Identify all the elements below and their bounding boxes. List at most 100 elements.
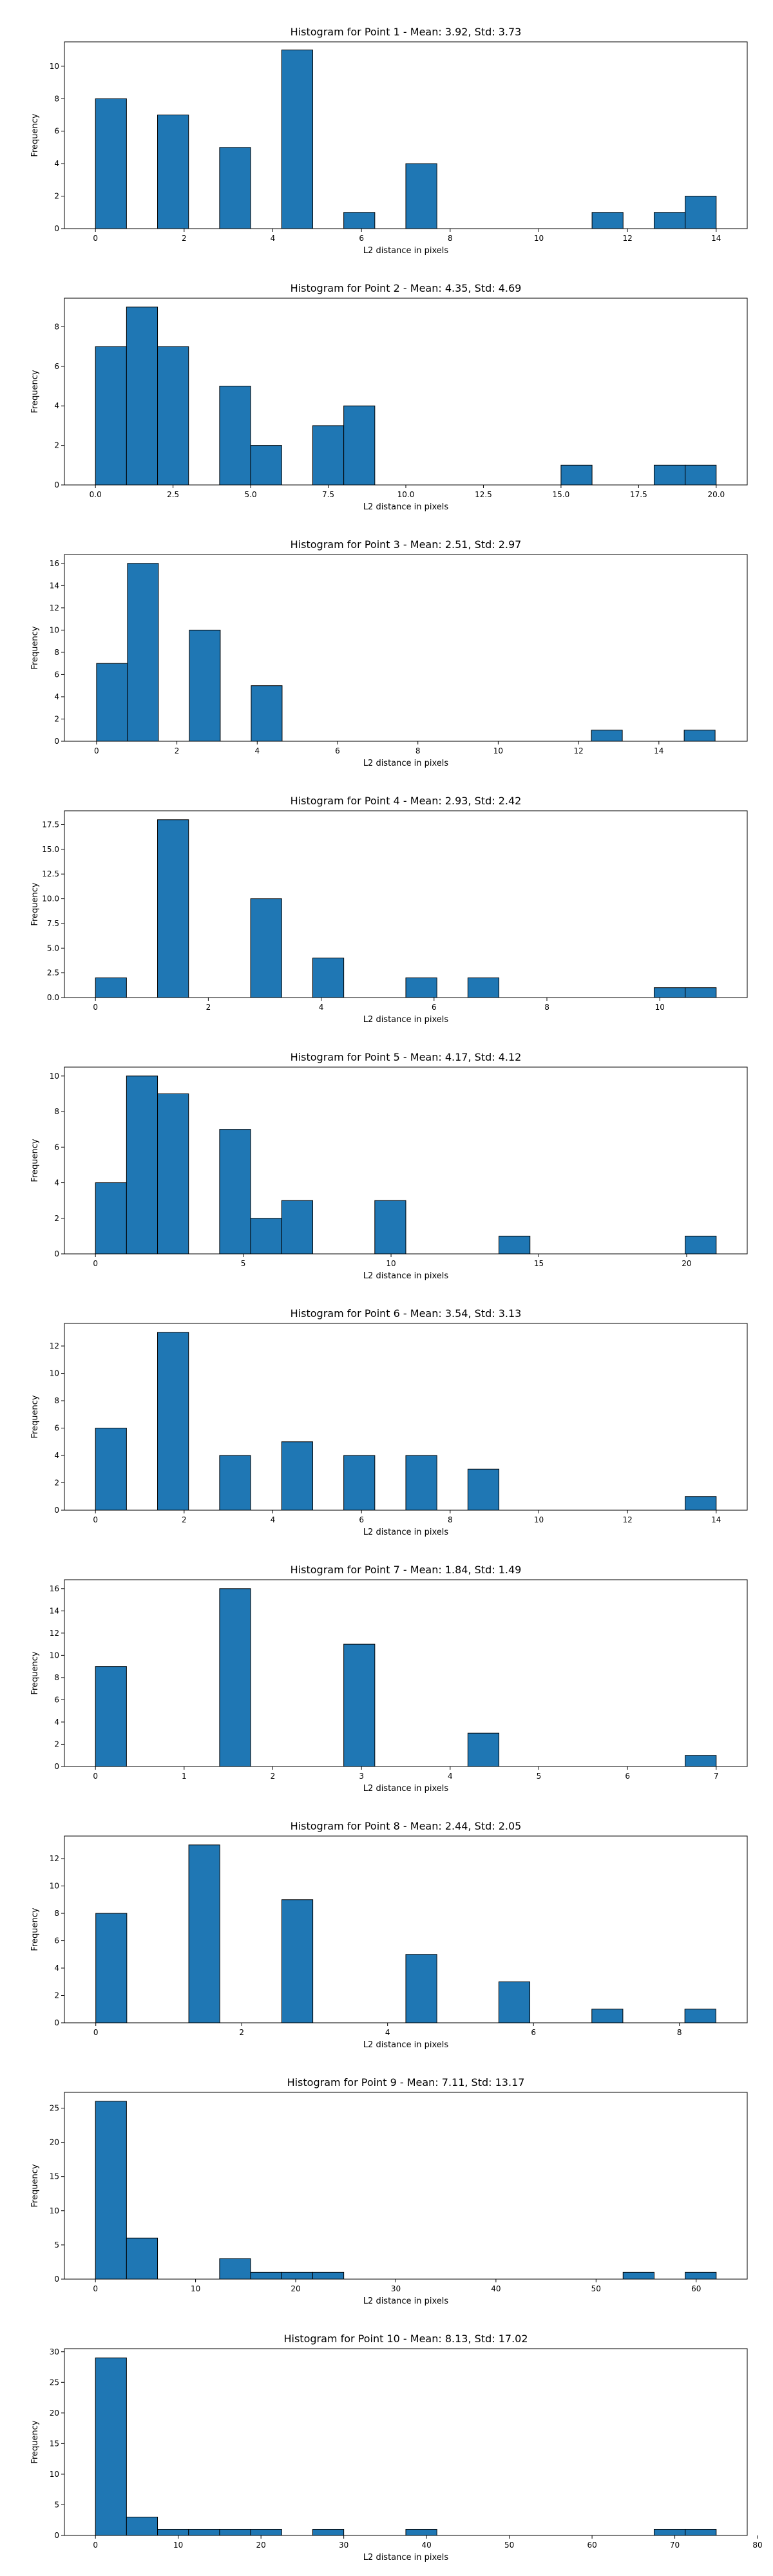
histogram-bar	[157, 346, 189, 486]
plot-frame	[64, 41, 748, 229]
y-axis-label: Frequency	[30, 2420, 40, 2463]
x-tick-label: 2	[206, 1003, 211, 1012]
x-axis-label: L2 distance in pixels	[363, 759, 449, 768]
histogram-bar	[591, 2009, 624, 2023]
y-tick-label: 12.5	[42, 869, 59, 878]
histogram-panel: Histogram for Point 6 - Mean: 3.54, Std:…	[30, 1307, 748, 1537]
histogram-bar	[683, 730, 716, 742]
y-tick-label: 4	[54, 692, 59, 701]
histogram-bar	[157, 114, 189, 229]
histogram-bar	[467, 977, 500, 998]
histogram-bar	[126, 2237, 158, 2280]
plot-frame	[64, 554, 748, 742]
y-tick-label: 0	[54, 1506, 59, 1515]
chart-title: Histogram for Point 7 - Mean: 1.84, Std:…	[291, 1564, 522, 1576]
y-tick-label: 6	[54, 362, 59, 371]
histogram-bar	[343, 212, 376, 229]
y-tick-label: 10	[50, 1651, 59, 1660]
histogram-bar	[653, 2528, 686, 2536]
x-tick-label: 2	[271, 1772, 276, 1781]
x-axis-label: L2 distance in pixels	[363, 2553, 449, 2562]
y-tick-label: 0	[54, 1762, 59, 1771]
y-tick-label: 2	[54, 714, 59, 723]
histogram-bar	[560, 464, 593, 486]
histogram-bar	[95, 98, 127, 229]
histogram-bar	[95, 1666, 127, 1767]
histogram-bar	[219, 2528, 251, 2536]
x-tick-label: 60	[587, 2541, 596, 2550]
histogram-bar	[126, 2516, 158, 2536]
x-tick-label: 0	[93, 1772, 98, 1781]
x-tick-label: 20	[256, 2541, 266, 2550]
chart-title: Histogram for Point 9 - Mean: 7.11, Std:…	[287, 2076, 525, 2088]
y-tick-label: 8	[54, 1107, 59, 1116]
y-tick-label: 4	[54, 159, 59, 168]
y-tick-label: 0	[54, 1249, 59, 1258]
y-tick-label: 0	[54, 737, 59, 746]
x-tick-label: 10	[191, 2284, 200, 2293]
histogram-bar	[95, 977, 127, 998]
histogram-bar	[219, 1588, 251, 1767]
histogram-bar	[219, 147, 251, 229]
y-tick-label: 10	[50, 1072, 59, 1081]
y-tick-label: 12	[50, 1854, 59, 1863]
y-tick-label: 8	[54, 1396, 59, 1405]
histogram-bar	[591, 212, 624, 229]
histogram-bar	[405, 163, 437, 229]
x-tick-label: 15.0	[553, 490, 570, 499]
histogram-bar	[126, 307, 158, 486]
histogram-bar	[95, 2357, 127, 2536]
y-tick-label: 10	[50, 625, 59, 634]
y-tick-label: 8	[54, 1909, 59, 1918]
y-tick-label: 10	[50, 2206, 59, 2215]
x-tick-label: 30	[339, 2541, 348, 2550]
histogram-bar	[374, 1200, 406, 1255]
histogram-bar	[685, 464, 717, 486]
x-tick-label: 17.5	[630, 490, 647, 499]
y-tick-label: 2	[54, 192, 59, 201]
x-axis-label: L2 distance in pixels	[363, 2040, 449, 2050]
histogram-bar	[127, 563, 159, 742]
x-tick-label: 20.0	[707, 490, 725, 499]
x-tick-label: 12	[623, 1515, 633, 1524]
y-tick-label: 4	[54, 1179, 59, 1188]
histogram-panel: Histogram for Point 4 - Mean: 2.93, Std:…	[30, 795, 748, 1025]
x-tick-label: 7.5	[322, 490, 334, 499]
x-tick-label: 0	[93, 234, 98, 243]
x-tick-label: 8	[448, 234, 453, 243]
x-tick-label: 0.0	[90, 490, 102, 499]
x-tick-label: 50	[504, 2541, 514, 2550]
y-tick-label: 2	[54, 1214, 59, 1223]
y-tick-label: 10	[50, 62, 59, 71]
histogram-bar	[343, 1455, 376, 1511]
x-tick-label: 3	[359, 1772, 364, 1781]
x-tick-label: 20	[291, 2284, 300, 2293]
x-tick-label: 2	[239, 2028, 244, 2037]
x-tick-label: 5	[241, 1259, 246, 1268]
x-tick-label: 4	[271, 234, 276, 243]
histogram-bar	[95, 1913, 128, 2023]
y-tick-label: 16	[50, 1584, 59, 1593]
y-axis-label: Frequency	[30, 882, 40, 925]
y-tick-label: 0	[54, 2531, 59, 2540]
x-tick-label: 8	[448, 1515, 453, 1524]
histogram-bar	[467, 1468, 500, 1511]
histogram-panel: Histogram for Point 1 - Mean: 3.92, Std:…	[30, 26, 748, 256]
y-axis-label: Frequency	[30, 113, 40, 156]
histogram-bar	[405, 2528, 437, 2536]
histogram-bar	[219, 386, 251, 486]
histogram-bar	[251, 685, 283, 742]
y-tick-label: 12	[50, 1629, 59, 1638]
histogram-bar	[405, 977, 437, 998]
histogram-bar	[188, 1844, 220, 2023]
y-tick-label: 4	[54, 1718, 59, 1727]
y-tick-label: 6	[54, 127, 59, 136]
y-tick-label: 16	[50, 559, 59, 568]
histogram-bar	[188, 2528, 220, 2536]
histogram-bar	[343, 405, 376, 486]
x-tick-label: 70	[670, 2541, 680, 2550]
y-tick-label: 10.0	[42, 895, 59, 904]
histogram-bar	[343, 1643, 376, 1767]
y-tick-label: 5	[54, 2500, 59, 2509]
